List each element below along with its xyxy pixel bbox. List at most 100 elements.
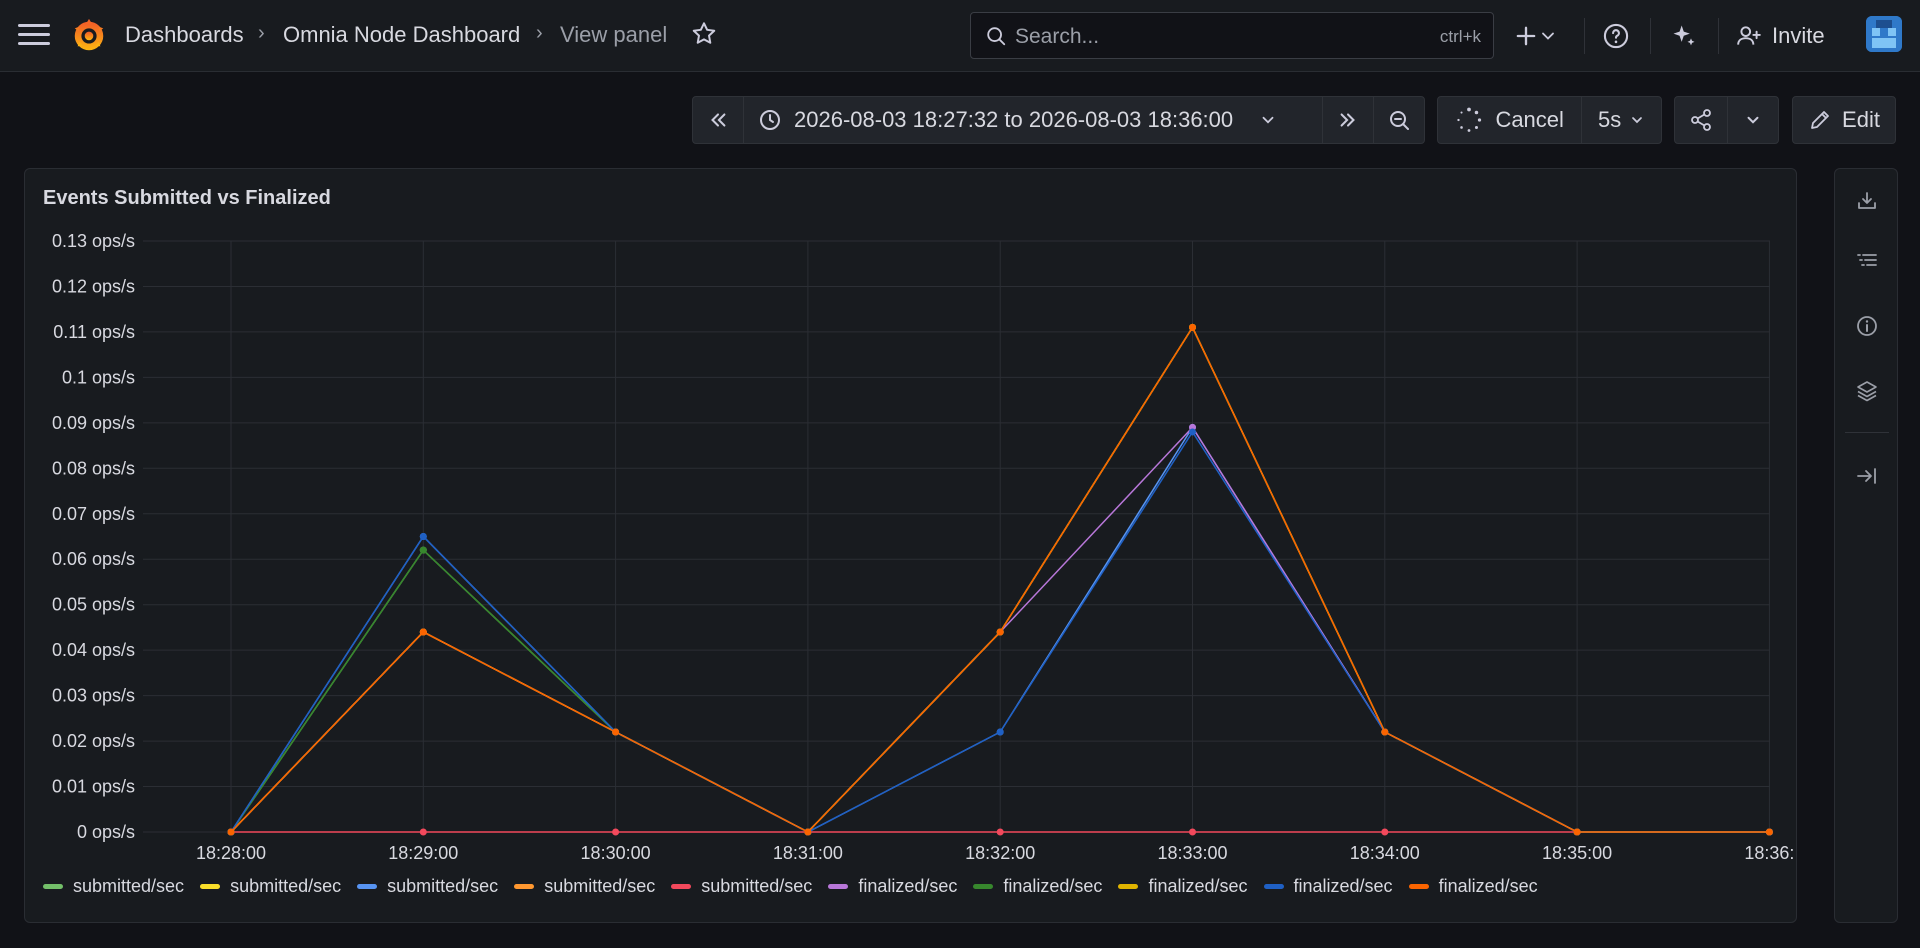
edit-label: Edit: [1842, 107, 1880, 132]
y-tick-label: 0.01 ops/s: [52, 777, 135, 797]
legend-item[interactable]: finalized/sec: [973, 876, 1102, 897]
avatar[interactable]: [1866, 16, 1902, 52]
refresh-interval-select[interactable]: 5s: [1582, 97, 1661, 143]
y-tick-label: 0.03 ops/s: [52, 686, 135, 706]
data-point: [419, 828, 427, 836]
legend-label: finalized/sec: [858, 876, 958, 896]
y-tick-label: 0.06 ops/s: [52, 549, 135, 569]
avatar-image-icon: [1866, 16, 1902, 52]
collapse-right-icon[interactable]: [1855, 464, 1879, 488]
data-point: [996, 828, 1004, 836]
legend-label: finalized/sec: [1438, 876, 1538, 896]
time-range-picker[interactable]: 2026-08-03 18:27:32 to 2026-08-03 18:36:…: [744, 97, 1322, 143]
top-nav: Dashboards › Omnia Node Dashboard › View…: [0, 0, 1920, 72]
data-point: [996, 728, 1004, 736]
layers-icon[interactable]: [1855, 379, 1879, 403]
chevron-down-icon: [1262, 116, 1274, 124]
legend-item[interactable]: submitted/sec: [671, 876, 812, 897]
search-input[interactable]: Search... ctrl+k: [970, 12, 1494, 59]
legend-label: submitted/sec: [73, 876, 185, 896]
x-tick-label: 18:29:00: [388, 843, 458, 863]
edit-button[interactable]: Edit: [1793, 97, 1895, 143]
edit-controls: Edit: [1792, 96, 1896, 144]
y-tick-label: 0.07 ops/s: [52, 504, 135, 524]
chevrons-right-icon: [1340, 113, 1355, 127]
divider: [1845, 432, 1889, 433]
legend-label: submitted/sec: [230, 876, 342, 896]
data-point: [1573, 828, 1581, 836]
grafana-logo-icon[interactable]: [70, 16, 108, 54]
pencil-icon: [1811, 111, 1829, 129]
legend-item[interactable]: submitted/sec: [514, 876, 655, 897]
data-point: [1381, 828, 1389, 836]
plus-icon[interactable]: [1512, 22, 1540, 50]
data-point: [419, 533, 427, 540]
add-user-icon: [1737, 26, 1761, 45]
legend-item[interactable]: submitted/sec: [43, 876, 184, 897]
list-icon[interactable]: [1855, 249, 1879, 273]
legend-item[interactable]: submitted/sec: [200, 876, 341, 897]
zoom-out-icon: [1390, 111, 1409, 130]
share-menu-button[interactable]: [1727, 97, 1778, 143]
data-point: [1189, 323, 1196, 331]
search-shortcut: ctrl+k: [1439, 27, 1481, 46]
legend-label: finalized/sec: [1148, 876, 1248, 896]
chevron-down-icon: [1632, 117, 1643, 124]
menu-icon[interactable]: [18, 24, 50, 48]
info-icon[interactable]: [1855, 314, 1879, 338]
y-tick-label: 0.13 ops/s: [52, 231, 135, 251]
y-tick-label: 0.12 ops/s: [52, 276, 135, 296]
download-icon[interactable]: [1855, 189, 1879, 213]
breadcrumb-dashboard[interactable]: Omnia Node Dashboard: [283, 22, 521, 47]
chart-legend: submitted/sec submitted/sec submitted/sec s…: [43, 876, 1538, 897]
legend-swatch: [514, 884, 535, 889]
data-point: [1189, 828, 1196, 836]
line-chart[interactable]: 0 ops/s 0.01 ops/s 0.02 ops/s 0.03 ops/s 0.0…: [25, 169, 1798, 869]
legend-label: finalized/sec: [1003, 876, 1103, 896]
time-range-controls: 2026-08-03 18:27:32 to 2026-08-03 18:36:…: [692, 96, 1425, 144]
data-point: [1381, 728, 1389, 736]
chevron-down-icon[interactable]: [1538, 26, 1558, 46]
legend-swatch: [1118, 884, 1139, 889]
divider: [1650, 18, 1651, 54]
breadcrumb-dashboards[interactable]: Dashboards: [125, 22, 244, 47]
panel-title: Events Submitted vs Finalized: [43, 187, 331, 209]
legend-label: finalized/sec: [1293, 876, 1393, 896]
y-tick-label: 0.05 ops/s: [52, 595, 135, 615]
invite-button[interactable]: Invite: [1736, 14, 1825, 58]
legend-swatch: [1408, 884, 1429, 889]
y-tick-label: 0.08 ops/s: [52, 458, 135, 478]
panel-sidebar: [1834, 168, 1898, 923]
star-icon[interactable]: [690, 20, 718, 48]
cancel-button[interactable]: Cancel: [1438, 97, 1581, 143]
data-point: [419, 628, 427, 636]
loading-spinner-icon: [1457, 107, 1482, 132]
invite-label: Invite: [1772, 23, 1825, 48]
legend-item[interactable]: finalized/sec: [1263, 876, 1393, 897]
x-tick-label: 18:34:00: [1350, 843, 1420, 863]
legend-item[interactable]: submitted/sec: [357, 876, 498, 897]
legend-swatch: [200, 884, 221, 889]
legend-item[interactable]: finalized/sec: [828, 876, 957, 897]
x-tick-label: 18:30:00: [581, 843, 651, 863]
x-tick-label: 18:28:00: [196, 843, 266, 863]
legend-swatch: [973, 884, 994, 889]
y-tick-label: 0.04 ops/s: [52, 640, 135, 660]
help-icon[interactable]: [1602, 22, 1630, 50]
breadcrumb-current: View panel: [560, 22, 668, 47]
chevron-right-icon: ›: [258, 22, 265, 44]
legend-swatch: [671, 884, 692, 889]
time-shift-forward-button[interactable]: [1323, 97, 1373, 143]
y-tick-label: 0.1 ops/s: [62, 367, 135, 387]
time-shift-back-button[interactable]: [693, 97, 743, 143]
legend-item[interactable]: finalized/sec: [1408, 876, 1538, 897]
zoom-out-button[interactable]: [1374, 97, 1424, 143]
share-button[interactable]: [1675, 97, 1727, 143]
time-range-label: 2026-08-03 18:27:32 to 2026-08-03 18:36:…: [794, 107, 1234, 132]
legend-swatch: [1263, 884, 1284, 889]
chart-panel: Events Submitted vs Finalized 0 ops/s 0.0…: [24, 168, 1797, 923]
divider: [1584, 18, 1585, 54]
share-icon: [1690, 109, 1711, 131]
legend-item[interactable]: finalized/sec: [1118, 876, 1248, 897]
ai-sparkle-icon[interactable]: [1670, 22, 1698, 50]
